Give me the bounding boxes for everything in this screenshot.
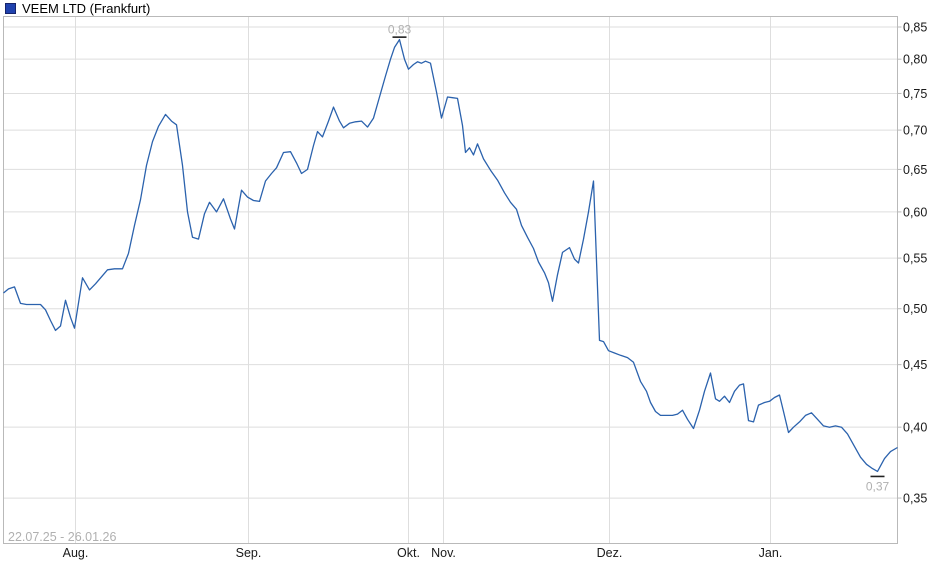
min-annotation-label: 0,37 [866, 479, 890, 493]
y-tick-label: 0,60 [903, 205, 927, 219]
chart-legend: VEEM LTD (Frankfurt) [5, 2, 150, 15]
month-label: Aug. [63, 546, 89, 560]
y-tick-label: 0,70 [903, 124, 927, 138]
y-tick-label: 0,40 [903, 421, 927, 435]
max-annotation-label: 0,83 [388, 23, 412, 37]
month-label: Okt. [397, 546, 420, 560]
y-tick-label: 0,75 [903, 87, 927, 101]
y-tick-label: 0,35 [903, 492, 927, 506]
y-tick-label: 0,50 [903, 302, 927, 316]
y-tick-label: 0,55 [903, 252, 927, 266]
month-label: Jan. [759, 546, 783, 560]
series-legend-label: VEEM LTD (Frankfurt) [22, 1, 151, 16]
month-label: Nov. [431, 546, 456, 560]
plot-border [3, 16, 898, 544]
y-tick-label: 0,85 [903, 21, 927, 35]
y-tick-label: 0,65 [903, 163, 927, 177]
price-line [3, 38, 898, 473]
plot-area [3, 16, 898, 544]
y-tick-label: 0,45 [903, 358, 927, 372]
series-legend-swatch [5, 3, 16, 14]
y-tick-label: 0,80 [903, 53, 927, 67]
date-range-label: 22.07.25 - 26.01.26 [8, 530, 116, 544]
month-label: Dez. [597, 546, 623, 560]
month-label: Sep. [236, 546, 262, 560]
